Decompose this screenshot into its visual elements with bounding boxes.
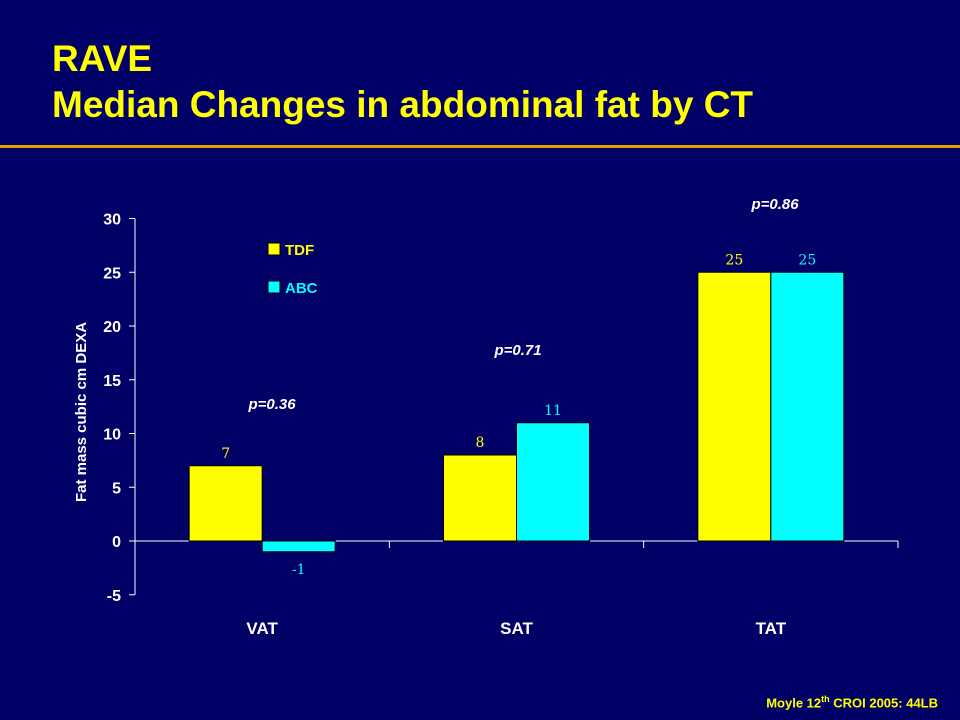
y-tick-label: 10 — [103, 427, 121, 444]
bar-tdf — [188, 465, 263, 542]
bar-tdf — [697, 271, 772, 542]
footer-suffix: CROI 2005: 44LB — [829, 695, 938, 710]
title-line-1: RAVE — [52, 38, 153, 79]
y-tick-label: 5 — [112, 480, 121, 497]
citation-footer: Moyle 12th CROI 2005: 44LB — [766, 694, 938, 710]
bar-abc — [261, 540, 336, 553]
legend-label-abc: ABC — [285, 280, 318, 297]
bar-tdf — [443, 454, 517, 542]
legend-label-tdf: TDF — [285, 242, 314, 259]
slide-title: RAVE Median Changes in abdominal fat by … — [52, 36, 753, 128]
title-line-2: Median Changes in abdominal fat by CT — [52, 84, 754, 125]
bar-abc — [516, 422, 590, 542]
data-label: -1 — [292, 562, 306, 578]
footer-sup: th — [821, 693, 830, 704]
p-value-annotation: p=0.36 — [247, 396, 296, 413]
x-tick-label: TAT — [756, 619, 787, 638]
legend-swatch-tdf — [267, 242, 281, 256]
y-tick-label: 30 — [103, 212, 121, 229]
legend-swatch-abc — [267, 280, 281, 294]
y-tick-label: -5 — [107, 588, 121, 605]
data-label: 25 — [798, 252, 816, 268]
y-tick-label: 20 — [103, 319, 121, 336]
data-label: 7 — [221, 446, 230, 462]
x-tick-label: SAT — [500, 619, 533, 638]
y-tick-label: 15 — [103, 373, 121, 390]
y-tick-label: 0 — [112, 534, 121, 551]
title-divider — [0, 145, 960, 148]
p-value-annotation: p=0.86 — [750, 196, 799, 213]
x-tick-label: VAT — [246, 619, 278, 638]
data-label: 8 — [476, 435, 485, 451]
p-value-annotation: p=0.71 — [493, 342, 541, 359]
y-axis-label: Fat mass cubic cm DEXA — [73, 322, 90, 502]
y-tick-label: 25 — [103, 265, 121, 282]
bar-abc — [770, 271, 845, 542]
data-label: 25 — [725, 252, 743, 268]
footer-prefix: Moyle 12 — [766, 695, 822, 710]
data-label: 11 — [544, 403, 562, 419]
